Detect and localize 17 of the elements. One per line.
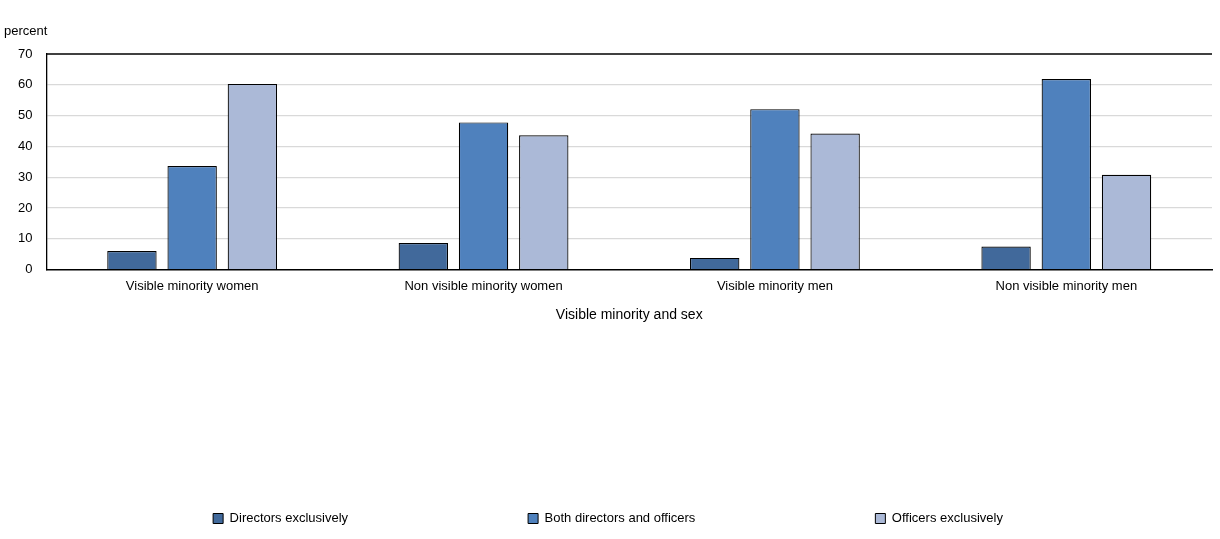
y-tick-label: 30 (17, 168, 33, 184)
y-tick-label: 0 (25, 261, 33, 277)
x-tick-label: Non visible minority women (404, 277, 563, 293)
x-tick-label: Visible minority men (716, 277, 833, 293)
y-tick-label: 10 (17, 230, 33, 246)
y-tick-label: 60 (17, 76, 33, 92)
y-axis-title: percent (4, 23, 48, 39)
legend-label: Directors exclusively (229, 510, 349, 526)
y-tick-label: 50 (17, 107, 33, 123)
legend-label: Both directors and officers (544, 510, 696, 526)
x-tick-label: Visible minority women (125, 277, 259, 293)
x-axis-title: Visible minority and sex (555, 306, 703, 323)
x-tick-label: Non visible minority men (995, 277, 1138, 293)
y-tick-label: 20 (17, 199, 33, 215)
legend-label: Officers exclusively (891, 510, 1004, 526)
y-tick-label: 70 (17, 45, 33, 61)
y-tick-label: 40 (17, 137, 33, 153)
